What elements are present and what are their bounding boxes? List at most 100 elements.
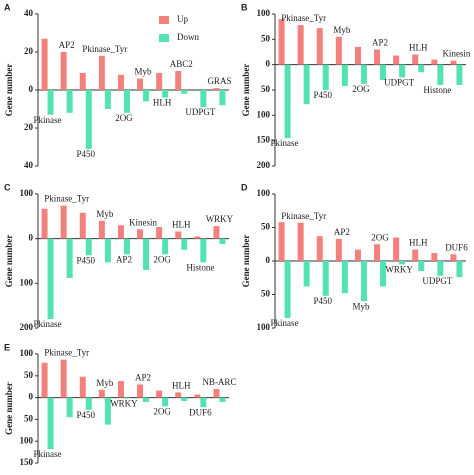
y-tick-label: 100 xyxy=(20,277,34,287)
category-label: 2OG xyxy=(153,406,171,416)
y-tick-label: 0 xyxy=(29,84,34,94)
bar xyxy=(123,397,130,399)
bar xyxy=(335,238,342,261)
bar xyxy=(418,64,425,73)
bar xyxy=(219,238,226,245)
bar xyxy=(143,397,150,402)
category-label: Pkinase xyxy=(34,449,62,459)
category-label: Pkinase_Tyr xyxy=(82,44,127,54)
bar xyxy=(85,238,92,256)
bar xyxy=(79,212,86,239)
category-label: HLH xyxy=(172,380,191,390)
y-tick-label: 100 xyxy=(20,188,34,198)
bar xyxy=(456,64,463,85)
bar xyxy=(456,261,463,278)
bar xyxy=(412,54,419,65)
bar xyxy=(181,397,188,402)
category-label: HLH xyxy=(153,98,172,108)
bar xyxy=(360,64,367,84)
bar xyxy=(60,52,67,90)
category-label: HLH xyxy=(409,238,428,248)
bar xyxy=(399,261,406,265)
bar xyxy=(399,64,406,78)
bar xyxy=(284,64,291,139)
category-label: HLH xyxy=(409,43,428,53)
bar xyxy=(137,229,144,239)
category-label: AP2 xyxy=(372,38,388,48)
y-tick-label: 100 xyxy=(257,109,271,119)
y-tick-label: 50 xyxy=(24,413,34,423)
bar xyxy=(137,78,144,90)
category-label: Pkinase_Tyr xyxy=(44,194,89,204)
bar xyxy=(79,72,86,90)
category-label: UDPGT xyxy=(384,77,415,87)
bar xyxy=(303,261,310,287)
bar xyxy=(47,397,54,450)
bar xyxy=(175,392,182,398)
y-tick-label: 40 xyxy=(24,8,34,18)
bar xyxy=(175,231,182,239)
bar xyxy=(194,236,201,239)
bar xyxy=(437,64,444,85)
bar xyxy=(360,261,367,302)
category-label: DUF6 xyxy=(189,407,212,417)
category-label: Histone xyxy=(186,262,214,272)
y-tick-label: 100 xyxy=(20,435,34,445)
bar xyxy=(322,64,329,90)
category-label: WRKY xyxy=(110,399,138,409)
bar xyxy=(213,88,220,90)
y-tick-label: 50 xyxy=(24,370,34,380)
legend-label: Down xyxy=(177,32,199,42)
category-label: HLH xyxy=(172,220,191,230)
category-label: Myb xyxy=(96,378,114,388)
y-tick-label: 50 xyxy=(261,289,271,299)
y-tick-label: 20 xyxy=(24,122,34,132)
bar xyxy=(143,90,150,102)
bar xyxy=(181,90,188,94)
bar xyxy=(431,59,438,65)
category-label: Pkinase xyxy=(34,115,62,125)
y-tick-label: 20 xyxy=(24,46,34,56)
category-label: P450 xyxy=(76,255,95,265)
category-label: AP2 xyxy=(59,40,75,50)
bar xyxy=(79,376,86,398)
category-label: Histone xyxy=(423,85,451,95)
y-tick-label: 0 xyxy=(29,233,34,243)
y-axis-label: Gene number xyxy=(4,64,14,117)
bar xyxy=(162,238,169,255)
bar xyxy=(156,227,163,239)
bar xyxy=(200,238,207,263)
bar xyxy=(450,254,457,261)
legend-label: Up xyxy=(177,14,188,24)
bar xyxy=(322,261,329,296)
category-label: AP2 xyxy=(334,227,350,237)
bar xyxy=(213,388,220,398)
y-axis-label: Gene number xyxy=(4,382,14,435)
bar xyxy=(104,397,111,425)
category-label: Pkinase xyxy=(271,318,299,328)
bar xyxy=(162,397,169,407)
y-tick-label: 100 xyxy=(257,322,271,332)
category-label: Kinesin xyxy=(442,49,470,59)
bar xyxy=(156,390,163,398)
bar xyxy=(431,252,438,261)
bar xyxy=(213,226,220,239)
category-label: Pkinase xyxy=(271,138,299,148)
bar xyxy=(219,90,226,106)
bar xyxy=(117,74,124,90)
category-label: DUF6 xyxy=(445,242,468,252)
category-label: WRKY xyxy=(385,264,413,274)
bar xyxy=(393,55,400,65)
y-tick-label: 200 xyxy=(257,160,271,170)
bar xyxy=(104,238,111,263)
y-tick-label: 40 xyxy=(24,160,34,170)
category-label: P450 xyxy=(313,296,332,306)
bar xyxy=(335,36,342,65)
bar xyxy=(393,237,400,261)
bar xyxy=(297,222,304,261)
bar xyxy=(66,90,73,113)
bar xyxy=(85,90,92,149)
bar xyxy=(162,90,169,98)
bar xyxy=(98,220,105,239)
bar xyxy=(200,397,207,408)
